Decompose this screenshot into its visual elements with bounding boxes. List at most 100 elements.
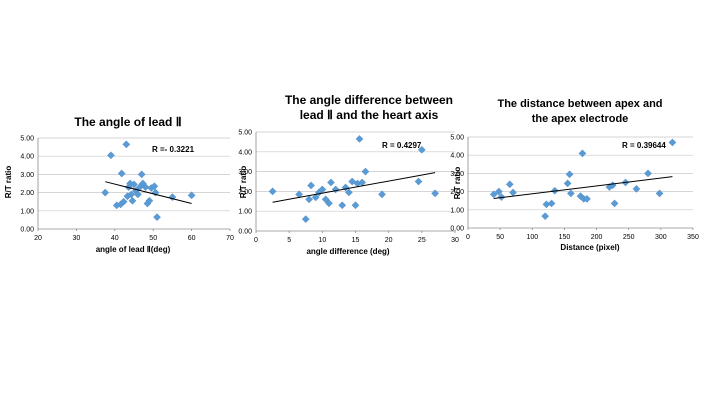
chart2-data-point xyxy=(307,181,315,190)
chart2-x-tick-label: 30 xyxy=(451,237,459,244)
chart3-data-point xyxy=(547,199,556,208)
chart3-data-point xyxy=(563,179,572,188)
chart3-data-point xyxy=(509,188,517,197)
chart2-r-value: R = 0.4297 xyxy=(382,141,422,150)
chart3-data-point xyxy=(541,212,550,221)
chart3-y-tick-label: 1.00 xyxy=(450,207,464,214)
chart3-data-point xyxy=(497,193,506,201)
chart1-title: The angle of lead Ⅱ xyxy=(74,115,181,129)
chart1-data-point xyxy=(150,182,159,191)
chart3-data-point xyxy=(565,170,574,179)
chart1-data-point xyxy=(141,183,150,192)
chart3-x-tick-label: 50 xyxy=(496,234,504,241)
chart2-x-tick-label: 15 xyxy=(352,237,360,244)
chart2-y-tick-label: 2.00 xyxy=(238,189,252,196)
chart3-x-tick-label: 0 xyxy=(466,234,470,241)
chart3-data-point xyxy=(668,138,677,147)
chart1-data-point xyxy=(133,190,142,199)
chart3-data-point xyxy=(644,169,652,178)
chart1-x-tick-label: 60 xyxy=(188,235,196,242)
chart1-data-point xyxy=(122,140,131,149)
chart2-data-point xyxy=(378,190,386,199)
chart2-data-point xyxy=(338,201,347,210)
chart1-y-tick-label: 5.00 xyxy=(20,136,34,143)
chart3-x-axis-label: Distance (pixel) xyxy=(560,243,619,252)
chart2-data-point xyxy=(344,188,353,197)
chart1-data-point xyxy=(153,213,161,222)
chart2-data-point xyxy=(327,178,335,187)
chart1-data-point xyxy=(107,151,115,160)
chart3-data-point xyxy=(494,187,503,196)
chart1-x-tick-label: 30 xyxy=(73,235,81,242)
chart3-data-point xyxy=(632,184,641,193)
chart3-x-tick-label: 200 xyxy=(591,234,603,241)
chart3-data-point xyxy=(505,180,514,189)
chart2-x-tick-label: 10 xyxy=(318,237,326,244)
chart3-data-point xyxy=(566,189,575,198)
chart1-data-point xyxy=(187,191,196,200)
chart1-data-point xyxy=(137,170,146,179)
chart2-x-tick-label: 5 xyxy=(287,237,291,244)
chart2-trendline xyxy=(272,172,436,203)
chart1-data-point xyxy=(117,169,126,178)
chart3-x-tick-label: 150 xyxy=(559,234,571,241)
chart1-x-tick-label: 20 xyxy=(34,235,42,242)
chart2-data-point xyxy=(351,201,360,210)
chart2-data-point xyxy=(325,199,333,208)
chart2-data-point xyxy=(295,190,303,199)
chart1-y-tick-label: 2.00 xyxy=(20,190,34,197)
chart2-data-point xyxy=(431,189,439,198)
chart2-x-tick-label: 20 xyxy=(385,237,393,244)
chart1-y-axis-label: R/T ratio xyxy=(4,166,13,199)
chart1-r-value: R =- 0.3221 xyxy=(152,145,195,154)
chart2-data-point xyxy=(301,215,310,224)
chart2-y-tick-label: 0.00 xyxy=(238,229,252,236)
chart1-y-tick-label: 0.00 xyxy=(20,227,34,234)
chart2-y-axis-label: R/T ratio xyxy=(239,166,248,199)
chart3-data-point xyxy=(610,199,619,208)
chart2-x-tick-label: 0 xyxy=(254,237,258,244)
chart2-data-point xyxy=(268,187,277,196)
chart1-x-axis-label: angle of lead Ⅱ(deg) xyxy=(96,245,171,254)
chart2-data-point xyxy=(331,185,340,194)
chart1-x-tick-label: 50 xyxy=(149,235,157,242)
chart1-data-point xyxy=(130,180,138,189)
chart-angle-of-lead-II: The angle of lead Ⅱ 0.00 1.00 2.00 3.00 4.00… xyxy=(4,115,234,254)
chart3-data-point xyxy=(489,190,498,199)
chart3-data-point xyxy=(578,149,587,158)
chart1-data-point xyxy=(145,196,154,205)
chart3-y-tick-label: 5.00 xyxy=(450,135,464,142)
chart2-data-point xyxy=(355,135,364,143)
chart1-x-tick-label: 40 xyxy=(111,235,119,242)
chart1-x-tick-label: 70 xyxy=(226,235,234,242)
chart2-data-point xyxy=(348,177,357,186)
chart-distance-apex: The distance between apex and the apex e… xyxy=(450,98,699,252)
chart2-data-point xyxy=(417,145,426,154)
chart2-data-point xyxy=(361,167,370,176)
chart2-x-tick-label: 25 xyxy=(418,237,426,244)
chart3-title-line1: The distance between apex and xyxy=(497,98,662,110)
chart2-title-line1: The angle difference between xyxy=(285,93,453,107)
chart2-data-point xyxy=(414,177,423,186)
chart3-x-tick-label: 100 xyxy=(526,234,538,241)
chart2-y-tick-label: 1.00 xyxy=(238,209,252,216)
chart3-data-point xyxy=(583,194,591,203)
chart1-data-point xyxy=(119,197,128,206)
chart2-y-tick-label: 3.00 xyxy=(238,169,252,176)
chart1-data-point xyxy=(127,190,136,199)
chart3-r-value: R = 0.39644 xyxy=(622,141,666,150)
chart3-data-point xyxy=(655,189,664,198)
chart3-title-line2: the apex electrode xyxy=(532,113,629,125)
chart3-y-axis-label: R/T ratio xyxy=(453,167,462,200)
chart2-title-line2: lead Ⅱ and the heart axis xyxy=(300,108,439,122)
chart2-y-tick-label: 4.00 xyxy=(238,149,252,156)
chart3-x-tick-label: 300 xyxy=(655,234,667,241)
chart1-trendline xyxy=(105,181,192,205)
chart3-y-tick-label: 2.00 xyxy=(450,189,464,196)
chart3-y-tick-label: 4.00 xyxy=(450,153,464,160)
chart3-x-tick-label: 350 xyxy=(687,234,699,241)
chart3-y-tick-label: 0.00 xyxy=(450,226,464,233)
chart3-trendline xyxy=(493,176,673,200)
chart1-y-tick-label: 1.00 xyxy=(20,208,34,215)
chart2-data-point xyxy=(311,193,320,202)
